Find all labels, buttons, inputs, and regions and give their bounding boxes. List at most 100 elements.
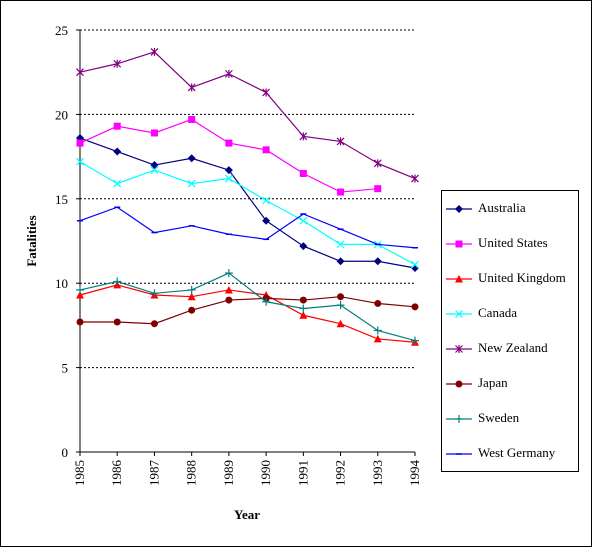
data-point — [113, 59, 122, 68]
data-point — [411, 336, 419, 345]
data-point — [76, 157, 84, 166]
data-point — [187, 292, 196, 301]
gridlines — [80, 29, 415, 369]
legend-label: Canada — [478, 305, 517, 320]
x-tick-label: 1991 — [295, 460, 310, 486]
data-point — [113, 147, 122, 156]
data-point — [113, 277, 122, 286]
y-tick-label: 0 — [62, 445, 69, 460]
data-point — [411, 260, 419, 269]
data-point — [188, 115, 196, 123]
series-sweden — [76, 269, 419, 345]
data-point — [374, 185, 382, 193]
legend-marker — [455, 415, 463, 423]
series-line — [79, 206, 416, 249]
data-point — [224, 174, 233, 183]
legend-label: West Germany — [478, 445, 556, 460]
data-point — [113, 318, 121, 326]
legend-label: Sweden — [478, 410, 520, 425]
data-point — [187, 154, 196, 163]
legend-item: New Zealand — [442, 339, 580, 359]
data-point — [373, 326, 382, 335]
y-ticks: 0 5 10 15 20 25 — [55, 23, 80, 460]
x-tick-label: 1989 — [221, 460, 236, 486]
legend-label: New Zealand — [478, 340, 548, 355]
series-line — [79, 137, 416, 269]
series-australia — [76, 134, 419, 273]
data-point — [262, 146, 270, 154]
x-tick-label: 1988 — [184, 460, 199, 486]
series-japan — [76, 293, 419, 328]
data-point — [299, 242, 308, 251]
data-point — [262, 216, 271, 225]
legend-swatch — [446, 380, 472, 388]
data-point — [76, 318, 84, 326]
data-point — [150, 320, 158, 328]
data-point — [262, 196, 271, 205]
x-axis-title: Year — [234, 507, 260, 522]
y-tick-label: 15 — [55, 192, 68, 207]
data-point — [76, 139, 84, 147]
data-point — [373, 159, 382, 168]
data-point — [336, 301, 345, 310]
data-point — [299, 311, 308, 319]
legend-swatch — [446, 310, 472, 318]
series-line — [79, 272, 416, 342]
data-point — [150, 129, 158, 137]
data-point — [224, 69, 233, 78]
legend-swatch — [446, 240, 472, 248]
legend-swatch — [446, 415, 472, 423]
y-tick-label: 5 — [62, 361, 69, 376]
legend: Australia United States United Kingdom Cana… — [441, 190, 579, 472]
legend-marker — [455, 310, 463, 318]
legend-label: United States — [478, 235, 548, 250]
data-point — [336, 137, 345, 146]
x-tick-label: 1990 — [258, 460, 273, 486]
legend-item: Canada — [442, 304, 580, 324]
legend-item: West Germany — [442, 444, 580, 464]
data-point — [299, 132, 308, 141]
data-point — [299, 304, 308, 313]
legend-marker — [455, 275, 463, 283]
data-point — [373, 257, 382, 266]
data-point — [113, 179, 122, 188]
data-point — [411, 174, 419, 183]
legend-item: United States — [442, 234, 580, 254]
x-ticks: 1985 1986 1987 1988 1989 1990 1991 1992 1993 1994 — [72, 452, 422, 486]
x-tick-label: 1985 — [72, 460, 87, 486]
legend-label: Japan — [478, 375, 508, 390]
series-line — [79, 161, 416, 266]
data-point — [187, 179, 196, 188]
y-tick-label: 20 — [55, 107, 68, 122]
data-point — [262, 88, 271, 97]
x-tick-label: 1992 — [333, 460, 348, 486]
axes — [79, 30, 415, 453]
legend-item: Japan — [442, 374, 580, 394]
data-point — [299, 216, 308, 225]
x-tick-label: 1994 — [407, 460, 422, 487]
x-tick-label: 1986 — [109, 460, 124, 487]
data-point — [337, 188, 345, 196]
x-tick-label: 1993 — [370, 460, 385, 486]
data-point — [373, 334, 382, 343]
data-point — [187, 83, 196, 92]
legend-swatch — [446, 453, 472, 455]
data-point — [262, 297, 271, 306]
data-point — [150, 47, 159, 56]
y-tick-label: 10 — [55, 276, 68, 291]
legend-swatch — [446, 275, 472, 283]
series-line — [80, 296, 416, 325]
legend-marker — [455, 345, 463, 353]
data-point — [225, 296, 233, 304]
series-canada — [76, 157, 419, 269]
legend-item: United Kingdom — [442, 269, 580, 289]
data-point — [188, 306, 196, 314]
data-point — [336, 257, 345, 266]
legend-label: United Kingdom — [478, 270, 566, 285]
series-line — [79, 51, 416, 180]
data-point — [299, 169, 307, 177]
data-point — [76, 285, 84, 294]
data-point — [224, 269, 233, 278]
data-point — [225, 139, 233, 147]
x-tick-label: 1987 — [146, 460, 161, 487]
